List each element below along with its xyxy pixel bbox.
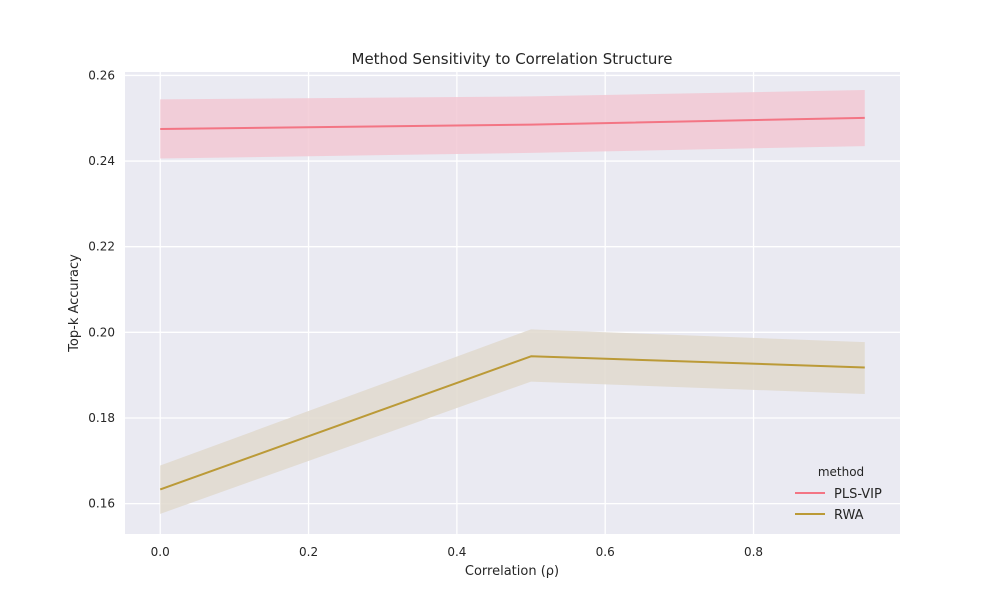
grid [125, 72, 900, 534]
y-axis-ticks: 0.16 0.18 0.20 0.22 0.24 0.26 [88, 68, 115, 510]
x-tick-label: 0.8 [744, 545, 763, 559]
y-tick-label: 0.26 [88, 68, 115, 82]
confidence-band-rwa [160, 329, 865, 514]
y-tick-label: 0.20 [88, 325, 115, 339]
y-tick-label: 0.24 [88, 154, 115, 168]
x-tick-label: 0.2 [299, 545, 318, 559]
series-line-rwa [159, 355, 865, 491]
series-line-pls-vip [160, 116, 865, 130]
legend-title: method [818, 465, 864, 479]
legend-label-rwa: RWA [834, 508, 864, 523]
x-tick-label: 0.0 [151, 545, 170, 559]
x-tick-label: 0.4 [447, 545, 466, 559]
x-axis-label: Correlation (ρ) [465, 564, 559, 579]
y-axis-label: Top-k Accuracy [67, 254, 82, 353]
y-tick-label: 0.16 [88, 497, 115, 511]
legend-label-pls-vip: PLS-VIP [834, 487, 882, 502]
series-lines [159, 116, 865, 491]
y-tick-label: 0.22 [88, 240, 115, 254]
legend: method PLS-VIP RWA [795, 465, 882, 523]
chart-title: Method Sensitivity to Correlation Struct… [352, 50, 673, 68]
y-tick-label: 0.18 [88, 411, 115, 425]
x-axis-ticks: 0.0 0.2 0.4 0.6 0.8 [151, 545, 763, 559]
x-tick-label: 0.6 [596, 545, 615, 559]
